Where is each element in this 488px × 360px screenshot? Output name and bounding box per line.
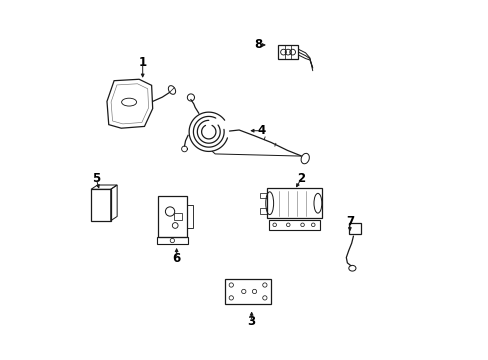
Text: 7: 7 xyxy=(345,215,353,228)
Bar xyxy=(224,279,271,304)
Bar xyxy=(268,220,320,230)
Text: 5: 5 xyxy=(92,172,100,185)
Bar xyxy=(156,237,188,244)
Text: 8: 8 xyxy=(254,39,263,51)
Bar xyxy=(348,223,361,234)
Text: 6: 6 xyxy=(172,252,181,265)
Bar xyxy=(277,45,298,59)
Bar xyxy=(260,193,266,198)
Text: 2: 2 xyxy=(297,172,305,185)
Bar xyxy=(186,205,193,228)
Text: 1: 1 xyxy=(138,55,146,69)
Bar xyxy=(158,196,186,237)
Bar xyxy=(173,213,181,220)
Text: 4: 4 xyxy=(257,124,265,137)
Text: 3: 3 xyxy=(247,315,255,328)
Bar xyxy=(91,189,110,221)
Bar xyxy=(260,208,266,214)
Bar xyxy=(266,188,322,219)
